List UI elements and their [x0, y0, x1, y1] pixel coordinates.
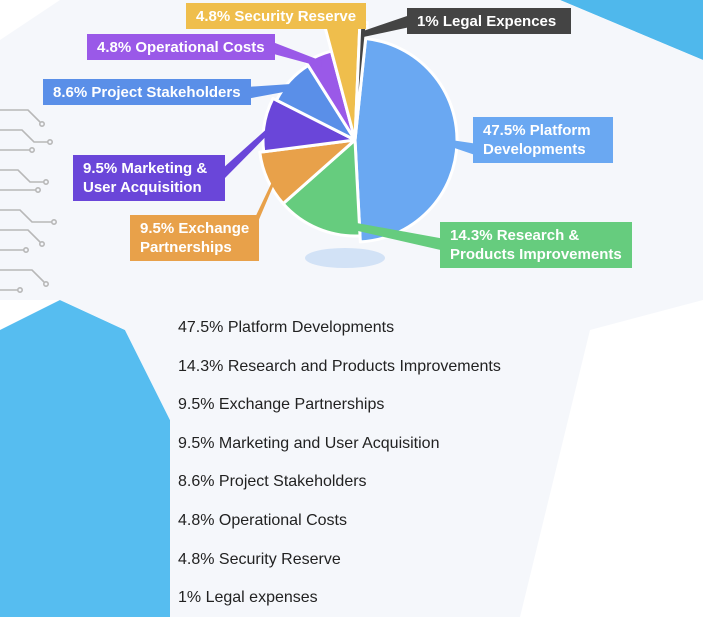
slice-label-5: 8.6% Project Stakeholders	[43, 79, 251, 105]
slice-label-line: Developments	[483, 141, 586, 158]
slice-label-line: 9.5% Marketing &	[83, 160, 208, 177]
pie-slice-2	[281, 138, 362, 238]
slice-label-line: 8.6% Project Stakeholders	[53, 84, 241, 101]
slice-label-line: 4.8% Security Reserve	[196, 8, 357, 25]
pie-slice-3	[258, 138, 357, 206]
leader-line-6	[270, 41, 322, 68]
slice-label-7: 4.8% Security Reserve	[186, 3, 367, 29]
legend-list: 47.5% Platform Developments 14.3% Researc…	[178, 313, 501, 622]
slice-label-line: 9.5% Exchange	[140, 220, 250, 237]
slice-label-line: 4.8% Operational Costs	[97, 39, 265, 56]
legend-item: 47.5% Platform Developments	[178, 319, 395, 336]
leader-line-2	[321, 216, 445, 251]
slice-label-line: 1% Legal Expences	[417, 13, 557, 30]
leader-line-8	[362, 15, 410, 38]
legend-item: 8.6% Project Stakeholders	[178, 473, 367, 491]
legend-item: 4.8% Operational Costs	[178, 511, 347, 529]
circuit-decoration	[0, 109, 57, 293]
slice-label-8: 1% Legal Expences	[407, 8, 571, 34]
legend-item: 14.3% Research and Products Improvements	[178, 357, 501, 375]
slice-label-4: 9.5% Marketing & User Acquisition	[73, 155, 225, 201]
pie-shadow	[305, 248, 385, 268]
pie-slice-4	[261, 96, 357, 154]
legend-item: 1% Legal expenses	[178, 589, 318, 607]
legend-item: 9.5% Exchange Partnerships	[178, 396, 385, 414]
slice-label-line: Partnerships	[140, 239, 232, 256]
slice-label-line: User Acquisition	[83, 179, 202, 196]
background-blue-shape-bottom-left	[0, 300, 170, 617]
slice-label-2: 14.3% Research & Products Improvements	[440, 222, 632, 268]
slice-label-6: 4.8% Operational Costs	[87, 34, 275, 60]
leader-line-4	[222, 122, 274, 181]
slice-label-3: 9.5% Exchange Partnerships	[130, 215, 260, 261]
leader-line-1	[446, 139, 478, 156]
leader-line-5	[246, 83, 297, 99]
pie-slice-1	[353, 37, 459, 244]
legend-item: 4.8% Security Reserve	[178, 550, 341, 568]
slice-label-line: Products Improvements	[450, 246, 622, 263]
legend-item: 9.5% Marketing and User Acquisition	[178, 434, 440, 452]
slice-label-line: 14.3% Research &	[450, 227, 580, 244]
slice-label-1: 47.5% Platform Developments	[473, 117, 613, 163]
slice-label-line: 47.5% Platform	[483, 122, 591, 139]
